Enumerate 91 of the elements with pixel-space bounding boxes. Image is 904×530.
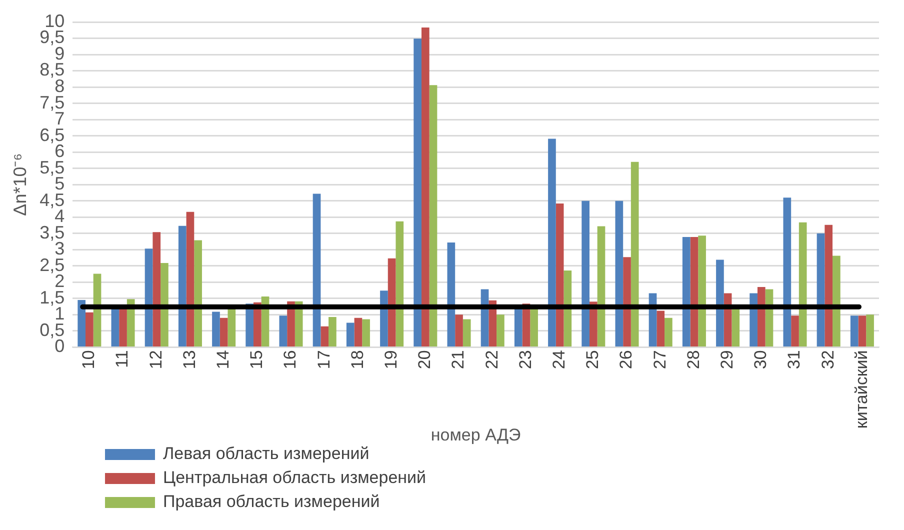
bar	[144, 248, 153, 346]
bar	[320, 326, 329, 346]
bar	[716, 260, 724, 346]
bar	[850, 316, 858, 346]
bar	[455, 314, 463, 346]
x-tick-label: 16	[280, 350, 300, 370]
bar	[597, 226, 606, 346]
bar	[690, 236, 698, 346]
bar	[530, 308, 538, 346]
bar	[783, 198, 792, 346]
bar	[462, 319, 471, 346]
bar	[656, 310, 665, 346]
bar	[346, 322, 354, 346]
bar	[421, 28, 430, 346]
bar	[152, 232, 161, 346]
x-tick-label: китайский	[852, 350, 871, 429]
x-tick-label: 21	[448, 350, 468, 370]
bar	[186, 212, 194, 346]
bar	[630, 162, 639, 346]
bar	[178, 226, 186, 346]
bar	[832, 256, 840, 346]
bar	[228, 308, 236, 346]
bar	[287, 301, 295, 346]
bar	[816, 233, 825, 346]
x-tick-label: 15	[247, 350, 266, 370]
x-tick-label: 10	[79, 350, 98, 370]
x-tick-label: 12	[146, 350, 166, 370]
bar	[160, 262, 168, 346]
x-tick-label: 13	[180, 350, 199, 370]
bar	[556, 203, 564, 346]
x-tick-label: 26	[616, 350, 636, 370]
x-tick-label: 25	[583, 350, 602, 370]
bar	[354, 318, 362, 346]
bar	[615, 200, 624, 346]
legend-label: Центральная область измерений	[163, 468, 426, 488]
x-tick-label: 20	[415, 350, 434, 370]
x-tick-label: 24	[549, 350, 568, 370]
bar	[698, 236, 706, 346]
x-tick-label: 23	[516, 350, 535, 370]
bar	[824, 224, 833, 346]
bar	[791, 316, 799, 346]
bar	[564, 270, 572, 346]
bar	[732, 308, 740, 346]
bar	[866, 314, 874, 346]
x-tick-label: 28	[684, 350, 703, 370]
bar	[664, 318, 672, 346]
y-axis-title: Δn*10⁻⁶	[10, 153, 30, 216]
bar	[447, 242, 456, 346]
bar	[514, 308, 522, 346]
bar	[488, 300, 497, 346]
bar	[388, 258, 396, 346]
x-tick-label: 11	[112, 350, 132, 368]
x-tick-label: 29	[717, 350, 736, 370]
bar	[750, 293, 758, 346]
bar	[294, 301, 303, 346]
x-tick-label: 14	[214, 350, 233, 370]
bar	[589, 302, 598, 346]
x-tick-label: 17	[314, 350, 334, 370]
bar	[496, 314, 504, 346]
x-tick-label: 30	[751, 350, 770, 370]
bar	[582, 200, 590, 346]
legend-label: Левая область измерений	[163, 444, 370, 464]
x-tick-label: 19	[382, 350, 400, 370]
bar	[212, 312, 220, 346]
bar	[86, 312, 94, 346]
bar	[757, 287, 766, 346]
bar	[429, 85, 438, 346]
bar	[78, 300, 86, 346]
x-tick-label: 27	[650, 350, 670, 370]
bar	[312, 194, 321, 346]
x-tick-label: 18	[348, 350, 367, 370]
bar	[362, 319, 370, 346]
bar	[414, 38, 422, 346]
bar	[119, 308, 127, 346]
bar	[548, 138, 556, 346]
bar	[396, 221, 404, 346]
legend-label: Правая область измерений	[163, 492, 380, 512]
x-tick-label: 22	[482, 350, 502, 370]
bar	[220, 318, 228, 346]
bar	[194, 240, 202, 346]
x-tick-label: 32	[818, 350, 838, 370]
bar	[623, 257, 631, 346]
bar	[328, 316, 336, 346]
bar	[798, 222, 807, 346]
bar	[682, 236, 690, 346]
bar	[111, 308, 120, 346]
bar	[279, 316, 288, 346]
x-tick-label: 31	[784, 350, 804, 370]
bar	[380, 290, 388, 346]
bar	[858, 316, 866, 346]
x-axis-title: номер АДЭ	[430, 425, 521, 444]
